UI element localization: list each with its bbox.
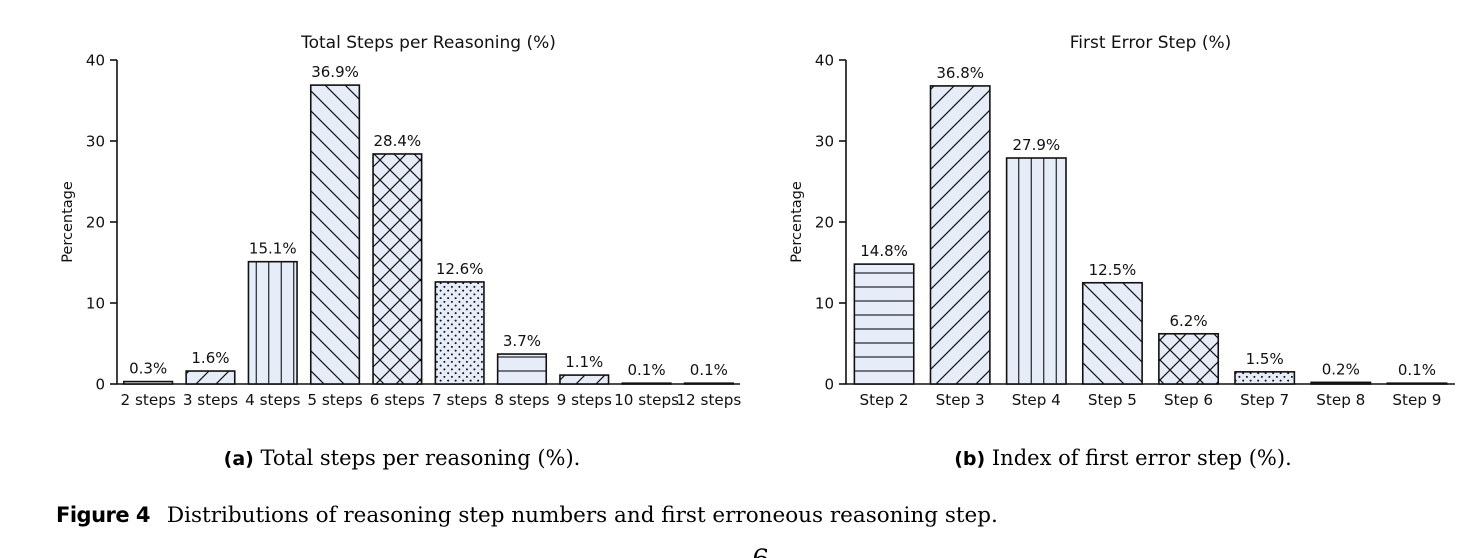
x-category-label: Step 6: [1164, 391, 1213, 409]
x-category-label: 6 steps: [370, 391, 425, 409]
x-category-label: Step 7: [1240, 391, 1289, 409]
chart-total-steps: Total Steps per Reasoning (%) Percentage 0…: [60, 33, 741, 409]
bar-value-label: 0.2%: [1322, 360, 1360, 378]
x-category-label: 3 steps: [183, 391, 238, 409]
bar-value-label: 28.4%: [374, 132, 422, 150]
bar-hatch: [1310, 381, 1372, 385]
bar-hatch: [496, 353, 548, 385]
x-category-label: 12 steps: [676, 391, 741, 409]
bar-value-label: 1.1%: [565, 353, 603, 371]
bar-value-label: 0.3%: [129, 360, 167, 378]
subcaption-a-text: Total steps per reasoning (%).: [260, 446, 581, 470]
x-category-label: Step 4: [1012, 391, 1061, 409]
x-category-label: 8 steps: [494, 391, 549, 409]
bar-value-label: 1.5%: [1246, 350, 1284, 368]
y-tick-label: 40: [815, 52, 834, 70]
x-category-label: 4 steps: [245, 391, 300, 409]
bar-value-label: 14.8%: [860, 242, 908, 260]
x-category-label: Step 3: [936, 391, 985, 409]
x-category-label: Step 9: [1392, 391, 1441, 409]
bar-value-label: 0.1%: [627, 361, 665, 379]
bar-value-label: 12.5%: [1089, 261, 1137, 279]
bar-hatch: [372, 153, 423, 385]
bar-value-label: 0.1%: [690, 361, 728, 379]
x-category-label: 10 steps: [614, 391, 679, 409]
bar-hatch: [1081, 281, 1143, 385]
bar-hatch: [559, 374, 610, 385]
bar-hatch: [185, 370, 236, 385]
subcaption-b-text: Index of first error step (%).: [991, 446, 1292, 470]
bar-hatch: [1158, 332, 1220, 385]
bar-charts-canvas: Total Steps per Reasoning (%) Percentage 0…: [60, 33, 1455, 409]
bar-value-label: 36.9%: [311, 63, 359, 81]
bar-hatch: [434, 281, 485, 385]
bar-hatch: [1005, 157, 1067, 385]
bar-value-label: 6.2%: [1170, 312, 1208, 330]
x-category-label: Step 8: [1316, 391, 1365, 409]
bar-value-label: 27.9%: [1012, 136, 1060, 154]
bar-value-label: 15.1%: [249, 240, 297, 258]
figure-caption-label: Figure 4: [56, 503, 151, 527]
y-tick-label: 0: [824, 376, 834, 394]
page-number-fragment: 6: [752, 543, 770, 558]
chart-title: Total Steps per Reasoning (%): [300, 33, 556, 53]
y-tick-label: 40: [86, 52, 105, 70]
bar-hatch: [1234, 371, 1296, 385]
y-tick-label: 0: [95, 376, 105, 394]
bar-hatch: [621, 382, 672, 385]
bar-hatch: [683, 382, 734, 385]
x-category-label: Step 5: [1088, 391, 1137, 409]
x-category-label: 5 steps: [307, 391, 362, 409]
bar-hatch: [123, 380, 174, 385]
y-axis-label: Percentage: [789, 181, 805, 263]
y-tick-label: 20: [815, 214, 834, 232]
bar-hatch: [309, 84, 361, 385]
y-axis-label: Percentage: [60, 181, 76, 263]
bar-value-label: 12.6%: [436, 260, 484, 278]
subcaption-a: (a) Total steps per reasoning (%).: [224, 446, 581, 470]
bar-value-label: 0.1%: [1398, 361, 1436, 379]
y-tick-label: 30: [86, 133, 105, 151]
y-tick-label: 30: [815, 133, 834, 151]
x-category-label: Step 2: [860, 391, 909, 409]
x-category-label: 2 steps: [121, 391, 176, 409]
x-category-label: 9 steps: [557, 391, 612, 409]
subcaption-b: (b) Index of first error step (%).: [954, 446, 1292, 470]
y-tick-label: 10: [815, 295, 834, 313]
bar-hatch: [247, 260, 298, 385]
figure-caption: Figure 4 Distributions of reasoning step…: [56, 503, 998, 528]
bar-hatch: [929, 85, 991, 385]
bar-hatch: [853, 263, 915, 385]
bar-value-label: 3.7%: [503, 332, 541, 350]
chart-title: First Error Step (%): [1070, 33, 1232, 53]
y-tick-label: 20: [86, 214, 105, 232]
bar-value-label: 1.6%: [191, 349, 229, 367]
figure-caption-text: Distributions of reasoning step numbers …: [166, 503, 998, 528]
subcaption-a-label: (a): [223, 448, 254, 470]
chart-first-error-step: First Error Step (%) Percentage 0 10 20 30 40 1…: [789, 33, 1455, 409]
bar-value-label: 36.8%: [936, 64, 984, 82]
x-category-label: 7 steps: [432, 391, 487, 409]
bar-hatch: [1386, 382, 1448, 385]
subcaption-b-label: (b): [954, 448, 986, 470]
y-tick-label: 10: [86, 295, 105, 313]
